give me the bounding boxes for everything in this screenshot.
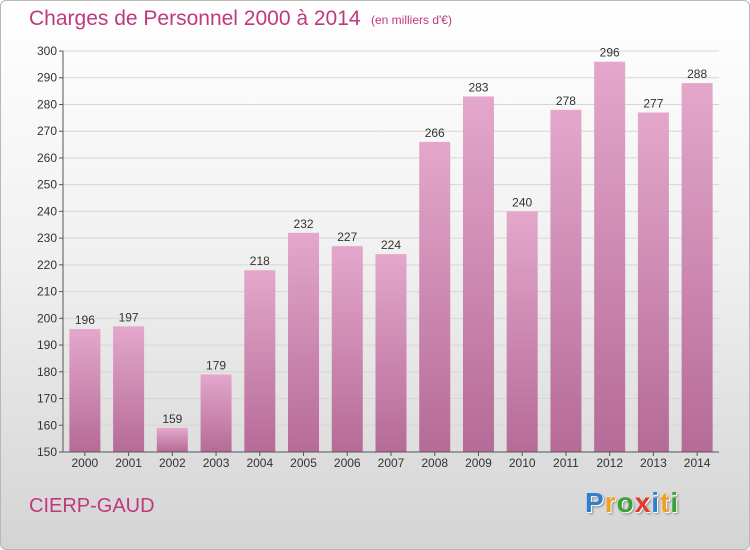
- data-label-2012: 296: [600, 46, 620, 60]
- logo-letter: o: [616, 487, 635, 518]
- y-tick-label: 160: [37, 418, 57, 432]
- axes: 150 160 170 180 190 200 210 220 230 240 250 260 270 2…: [37, 44, 719, 470]
- data-label-2001: 197: [119, 310, 139, 324]
- y-tick-label: 270: [37, 124, 57, 138]
- data-label-2006: 227: [337, 230, 357, 244]
- bar-2005: [288, 232, 320, 452]
- commune-name: CIERP-GAUD: [29, 495, 155, 517]
- bar-2013: [637, 112, 669, 452]
- logo-letter: t: [660, 487, 671, 518]
- bar-2012: [594, 61, 626, 453]
- y-tick-label: 300: [37, 44, 57, 58]
- logo-letter: i: [651, 487, 661, 518]
- data-label-2000: 196: [75, 313, 95, 327]
- bar-2007: [375, 254, 407, 452]
- y-tick-label: 240: [37, 204, 57, 218]
- y-tick-label: 170: [37, 392, 57, 406]
- data-label-2007: 224: [381, 238, 401, 252]
- bar-2001: [113, 326, 145, 452]
- y-tick-label: 250: [37, 178, 57, 192]
- x-tick-label-2000: 2000: [72, 456, 99, 470]
- x-tick-label-2010: 2010: [509, 456, 536, 470]
- x-tick-label-2002: 2002: [159, 456, 186, 470]
- bar-2009: [462, 96, 494, 453]
- data-label-2011: 278: [556, 94, 576, 108]
- data-label-2008: 266: [425, 126, 445, 140]
- logo-letter: r: [604, 487, 617, 518]
- bar-2006: [331, 246, 363, 452]
- bar-2002: [156, 427, 188, 452]
- y-tick-label: 220: [37, 258, 57, 272]
- bar-2000: [69, 329, 101, 452]
- data-label-2010: 240: [512, 195, 532, 209]
- bar-2011: [550, 109, 582, 453]
- y-tick-label: 200: [37, 311, 57, 325]
- x-tick-label-2013: 2013: [640, 456, 667, 470]
- y-tick-label: 230: [37, 231, 57, 245]
- logo-letter: i: [670, 487, 680, 518]
- bar-2008: [419, 141, 451, 453]
- logo-letter: P: [585, 487, 605, 518]
- y-tick-label: 280: [37, 97, 57, 111]
- logo-letter: x: [634, 487, 652, 518]
- data-label-2013: 277: [643, 96, 663, 110]
- y-tick-label: 180: [37, 365, 57, 379]
- proxiti-logo: Proxiti: [585, 487, 679, 519]
- x-tick-label-2003: 2003: [203, 456, 230, 470]
- bars: 196 197 159 179 218 232 227 224 266 283 240 278 296 2…: [69, 46, 713, 453]
- bar-2010: [506, 211, 538, 452]
- data-label-2014: 288: [687, 67, 707, 81]
- chart-subtitle: (en milliers d'€): [371, 13, 452, 27]
- bar-2014: [681, 83, 713, 452]
- x-tick-label-2012: 2012: [596, 456, 623, 470]
- y-tick-label: 190: [37, 338, 57, 352]
- chart-title: Charges de Personnel 2000 à 2014: [29, 7, 361, 30]
- x-tick-label-2001: 2001: [115, 456, 142, 470]
- x-tick-label-2005: 2005: [290, 456, 317, 470]
- data-label-2003: 179: [206, 358, 226, 372]
- x-tick-label-2014: 2014: [684, 456, 711, 470]
- y-tick-label: 260: [37, 151, 57, 165]
- x-tick-label-2007: 2007: [378, 456, 405, 470]
- data-label-2005: 232: [294, 217, 314, 231]
- data-label-2009: 283: [468, 80, 488, 94]
- data-label-2002: 159: [162, 412, 182, 426]
- y-tick-label: 290: [37, 71, 57, 85]
- y-tick-label: 150: [37, 445, 57, 459]
- y-tick-label: 210: [37, 285, 57, 299]
- data-label-2004: 218: [250, 254, 270, 268]
- x-tick-label-2008: 2008: [421, 456, 448, 470]
- x-tick-label-2006: 2006: [334, 456, 361, 470]
- x-tick-label-2011: 2011: [553, 456, 579, 470]
- x-tick-label-2004: 2004: [246, 456, 273, 470]
- bar-2003: [200, 374, 232, 452]
- x-tick-label-2009: 2009: [465, 456, 492, 470]
- bar-2004: [244, 270, 276, 452]
